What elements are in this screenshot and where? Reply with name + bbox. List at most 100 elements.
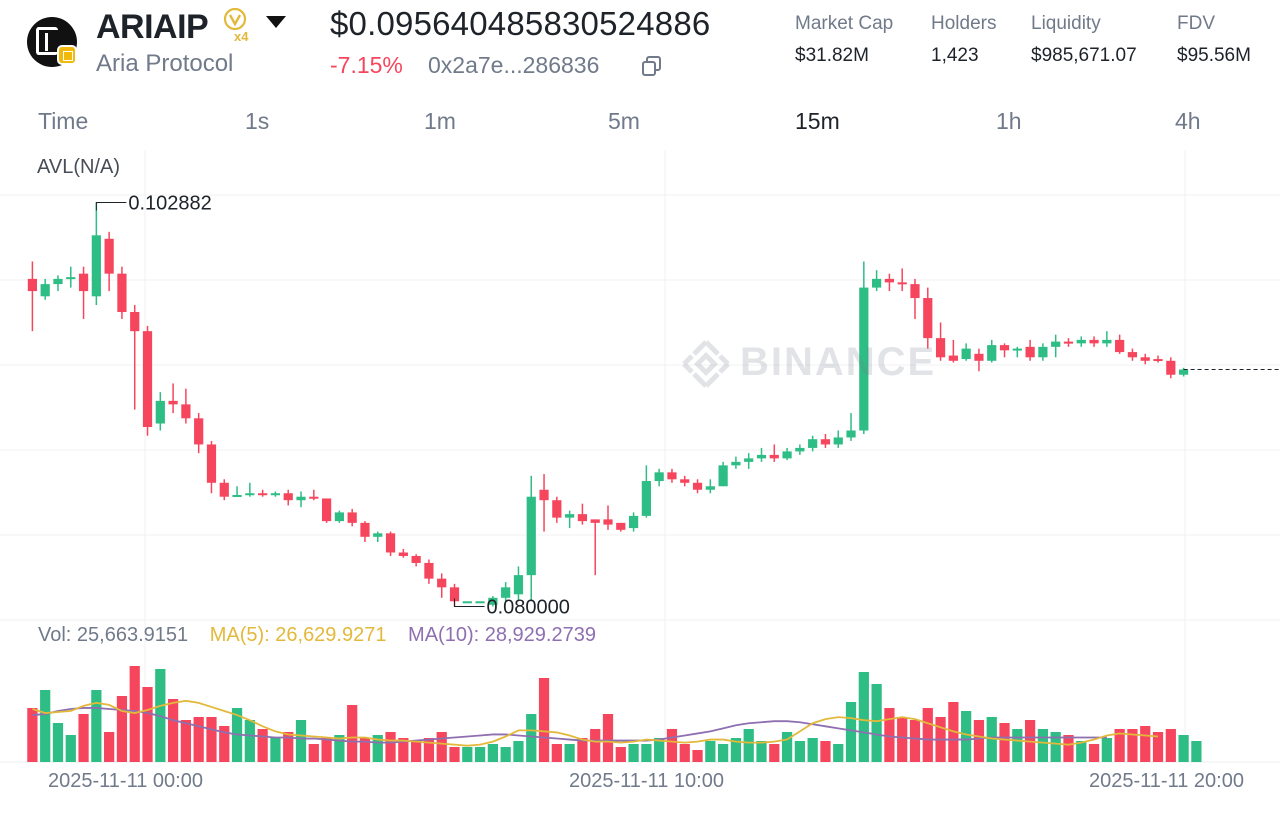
contract-address[interactable]: 0x2a7e...286836	[428, 52, 600, 78]
candle-body	[987, 345, 997, 361]
candle-body	[449, 587, 460, 602]
candle-body	[437, 578, 447, 588]
binance-watermark: BINANCE	[680, 338, 940, 390]
candle-body	[321, 498, 332, 522]
candle-body	[1076, 339, 1086, 344]
extreme-annotations: 0.102882 0.080000	[95, 193, 570, 619]
volume-bar	[65, 735, 76, 762]
volume-bar	[513, 741, 524, 762]
candle-body	[705, 486, 715, 490]
volume-bar	[1165, 729, 1176, 762]
volume-bar	[1076, 741, 1087, 762]
ma10-value: MA(10): 28,929.2739	[408, 624, 596, 646]
candle-body	[40, 284, 50, 297]
tab-1s[interactable]: 1s	[245, 108, 270, 134]
candle-body	[373, 533, 383, 537]
candle-body	[923, 298, 933, 339]
candles	[27, 202, 1280, 607]
candle-body	[1115, 339, 1125, 353]
candle-body	[539, 489, 549, 501]
candle-body	[258, 493, 268, 496]
tab-4h[interactable]: 4h	[1175, 108, 1201, 134]
volume-bar	[78, 714, 89, 762]
candle-body	[603, 519, 613, 525]
candle-body	[1102, 339, 1112, 344]
candle-body	[245, 493, 255, 496]
token-name: Aria Protocol	[96, 50, 234, 77]
volume-bar	[538, 678, 550, 762]
volume-bar	[602, 714, 614, 762]
volume-bar	[730, 738, 742, 762]
tab-15m[interactable]: 15m	[795, 108, 840, 134]
volume-bar	[142, 687, 153, 762]
high-annotation-line	[95, 202, 127, 211]
volume-bar	[257, 729, 268, 762]
volume-bar	[564, 744, 575, 762]
tab-1m[interactable]: 1m	[424, 108, 456, 134]
candle-body	[782, 451, 792, 459]
candle-body	[769, 454, 779, 459]
volume-bar	[500, 747, 511, 762]
candle-body	[194, 418, 204, 445]
indicator-label[interactable]: AVL(N/A)	[37, 156, 120, 178]
volume-bar	[167, 699, 179, 762]
high-price-label: 0.102882	[128, 193, 211, 215]
volume-bar	[129, 666, 140, 762]
candle-body	[130, 311, 140, 332]
candle-body	[974, 353, 984, 361]
volume-bar	[973, 720, 985, 762]
tab-time[interactable]: Time	[38, 108, 89, 134]
candle-body	[565, 514, 575, 518]
volume-bar	[1140, 726, 1151, 762]
volume-value: Vol: 25,663.9151	[38, 624, 189, 646]
volume-bar	[641, 744, 652, 762]
candle-body	[1127, 352, 1138, 358]
volume-bar	[807, 738, 818, 762]
volume-bar	[551, 744, 562, 762]
volume-bar	[104, 732, 115, 762]
candle-body	[641, 481, 651, 516]
candle-body	[513, 575, 524, 595]
tab-5m[interactable]: 5m	[608, 108, 640, 134]
volume-bar	[244, 720, 255, 762]
token-symbol: ARIAIP	[96, 8, 209, 46]
chevron-down-icon[interactable]	[266, 16, 286, 28]
tab-1h[interactable]: 1h	[996, 108, 1022, 134]
candle-body	[667, 472, 677, 480]
candle-body	[181, 404, 191, 419]
volume-bar	[1114, 729, 1125, 762]
volume-bar	[52, 723, 64, 762]
volume-bar	[436, 732, 447, 762]
volume-bar	[270, 738, 281, 762]
stat-holders: Holders 1,423	[931, 13, 997, 66]
candle-body	[948, 355, 958, 361]
candle-body	[846, 430, 856, 438]
volume-bar	[295, 720, 307, 762]
stat-liquidity: Liquidity $985,671.07	[1031, 13, 1137, 66]
svg-text:x4: x4	[234, 29, 249, 42]
candle-body	[232, 494, 242, 497]
volume-bar	[833, 744, 844, 762]
volume-bar	[1088, 744, 1100, 762]
volume-bar	[1012, 729, 1023, 762]
candle-body	[808, 439, 818, 448]
price-change: -7.15%	[330, 52, 403, 78]
volume-bar	[986, 717, 997, 762]
volume-bar	[654, 738, 665, 762]
candle-body	[360, 522, 370, 537]
volume-bar	[398, 738, 409, 762]
volume-bar	[321, 738, 332, 762]
candle-body	[731, 461, 741, 466]
x-axis-label: 2025-11-11 10:00	[569, 770, 724, 792]
candle-body	[1038, 346, 1048, 358]
candle-body	[424, 562, 434, 579]
volume-bar	[206, 717, 217, 762]
current-price: $0.095640485830524886	[330, 5, 711, 42]
volume-bar	[794, 741, 805, 762]
copy-icon[interactable]	[641, 55, 663, 77]
volume-bar	[40, 690, 51, 762]
candle-body	[411, 555, 421, 563]
candle-body	[283, 493, 293, 501]
candle-body	[142, 331, 153, 428]
